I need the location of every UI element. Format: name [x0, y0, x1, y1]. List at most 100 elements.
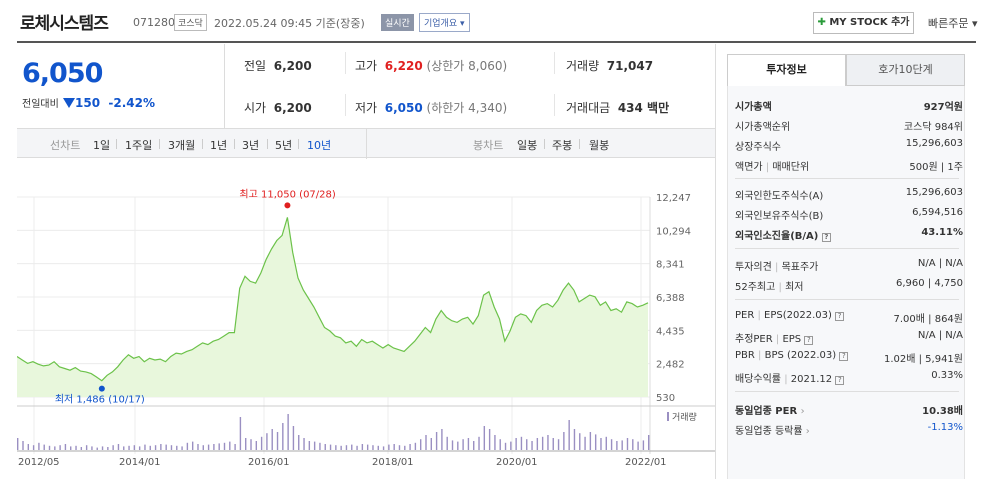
par-lot-value: 500원 | 1주	[909, 162, 963, 173]
volume-bar	[160, 444, 162, 450]
volume-bar	[64, 444, 67, 450]
divider	[735, 248, 959, 249]
tab-invest-info[interactable]: 투자정보	[727, 54, 846, 86]
period-3m[interactable]: 3개월	[168, 139, 196, 152]
price-chart[interactable]: 12,247 10,294 8,341 6,388 4,435 2,482 530 2012/…	[16, 158, 715, 479]
open-value: 6,200	[273, 101, 312, 115]
volume-bar	[531, 441, 533, 450]
volume-bar	[510, 441, 512, 450]
change-amount: 150	[75, 96, 101, 110]
info-panel: 투자정보 호가10단계 시가총액 927억원 시가총액순위 코스닥 984위 상장주…	[715, 44, 976, 479]
industry-change-label: 동일업종 등락률	[735, 426, 803, 437]
volume-bar	[32, 445, 35, 450]
volume-bar	[372, 445, 374, 450]
industry-change-key: 동일업종 등락률 ›	[735, 422, 810, 437]
market-cap-rank-value: 코스닥 984위	[903, 122, 963, 133]
period-3y[interactable]: 3년	[242, 139, 260, 152]
open-price: 시가 6,200	[244, 99, 312, 116]
candle-daily[interactable]: 일봉	[517, 139, 538, 152]
period-1w[interactable]: 1주일	[125, 139, 153, 152]
low-value: 6,050	[384, 101, 423, 115]
volume-bar	[345, 445, 348, 450]
volume-bar	[573, 429, 576, 450]
volume-bar	[234, 444, 236, 450]
help-icon[interactable]: ?	[835, 376, 845, 385]
price-change: 전일대비 150 -2.42%	[22, 95, 155, 110]
volume-bar	[144, 444, 146, 450]
volume-bar	[271, 429, 273, 450]
mystock-add-button[interactable]: ✚ MY STOCK 추가	[813, 12, 914, 34]
trade-amount: 거래대금 434 백만	[566, 99, 669, 116]
volume-bar	[398, 445, 401, 450]
per-key: PER | EPS(2022.03) ?	[735, 310, 845, 321]
volume-bar	[292, 426, 295, 450]
volume-bar	[467, 438, 470, 450]
prev-value: 6,200	[273, 59, 312, 73]
volume-bar	[128, 445, 130, 450]
tab-orderbook[interactable]: 호가10단계	[846, 54, 965, 86]
volume-bar	[70, 446, 72, 450]
corp-overview-dropdown[interactable]: 기업개요 ▾	[419, 13, 470, 32]
candle-weekly[interactable]: 주봉	[552, 139, 573, 152]
volume-bar	[594, 434, 597, 450]
volume-bar	[75, 445, 77, 450]
volume-bar	[324, 444, 326, 450]
y-tick-label: 4,435	[656, 326, 685, 337]
volume-bar	[335, 445, 337, 450]
candle-monthly[interactable]: 월봉	[589, 139, 610, 152]
divider	[202, 139, 203, 149]
volume-bar	[22, 441, 24, 450]
volume-bar	[504, 442, 507, 450]
change-label: 전일대비	[22, 99, 59, 110]
divider	[554, 94, 555, 116]
price-line	[16, 217, 649, 382]
volume-bar	[473, 441, 475, 450]
stock-header: 로체시스템즈 071280 코스닥 2022.05.24 09:45 기준(장중…	[0, 0, 995, 44]
foreign-ratio-value: 43.11%	[921, 227, 963, 238]
chevron-down-icon: ▾	[971, 17, 978, 30]
volume-bar	[541, 436, 544, 450]
amount-value: 434 백만	[617, 101, 670, 115]
period-1y[interactable]: 1년	[210, 139, 228, 152]
shares-value: 15,296,603	[905, 138, 963, 149]
realtime-button[interactable]: 실시간	[381, 14, 414, 31]
market-cap-value: 927억원	[923, 102, 963, 113]
corp-overview-label: 기업개요	[424, 19, 458, 29]
eps-label: EPS(2022.03)	[764, 310, 832, 321]
high-value: 6,220	[384, 59, 423, 73]
opinion-target-value: N/A | N/A	[917, 258, 963, 269]
period-10y[interactable]: 10년	[307, 139, 332, 152]
w52-high-label: 52주최고	[735, 282, 776, 293]
period-1d[interactable]: 1일	[93, 139, 111, 152]
help-icon[interactable]: ?	[821, 233, 831, 242]
volume-bar	[319, 442, 321, 450]
max-marker	[284, 202, 291, 209]
help-icon[interactable]: ?	[839, 352, 849, 361]
volume-bar	[85, 445, 88, 450]
quick-order-link[interactable]: 빠른주문 ▾	[928, 15, 978, 31]
volume-bar	[409, 444, 411, 450]
volume-bar	[632, 439, 634, 450]
pbr-bps-value: 1.02배 | 5,941원	[883, 354, 963, 365]
volume-bar	[313, 441, 316, 450]
volume-bar	[462, 439, 464, 450]
divider	[554, 52, 555, 74]
volume-bar	[80, 447, 83, 450]
help-icon[interactable]: ?	[804, 336, 814, 345]
help-icon[interactable]: ?	[835, 312, 845, 321]
datetime-text: 2022.05.24 09:45 기준(장중)	[214, 17, 365, 30]
period-5y[interactable]: 5년	[275, 139, 293, 152]
volume-bar	[563, 432, 565, 450]
volume-bar	[425, 435, 427, 450]
target-label: 목표주가	[781, 262, 819, 273]
y-tick-label: 8,341	[656, 260, 685, 271]
volume-legend-label: 거래량	[672, 411, 697, 423]
x-tick-label: 2014/01	[119, 457, 161, 468]
volume-bar	[329, 444, 332, 450]
volume-bar	[600, 438, 602, 450]
volume-bar	[393, 444, 395, 450]
lower-limit: (하한가 4,340)	[426, 101, 508, 115]
volume-bar	[223, 442, 226, 450]
divider	[345, 94, 346, 116]
divider	[234, 139, 235, 149]
